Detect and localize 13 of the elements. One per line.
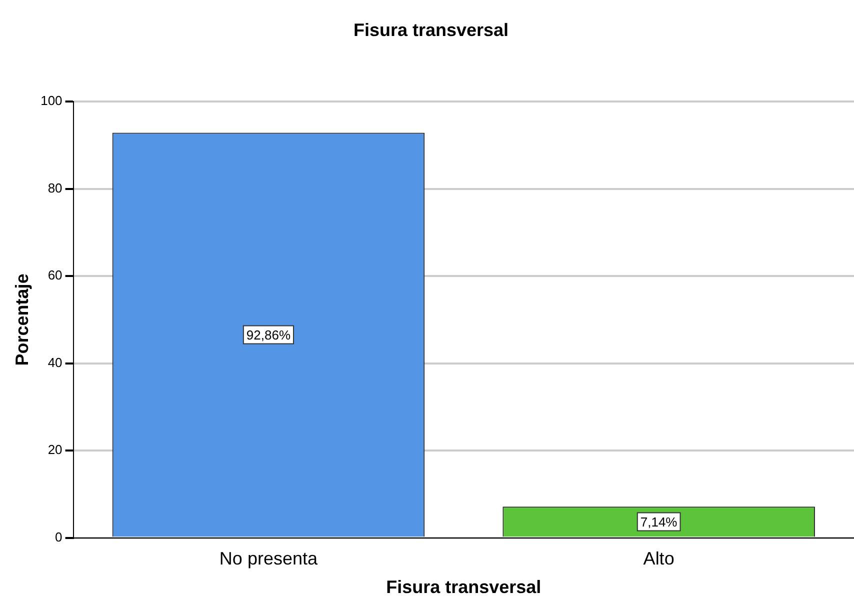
y-tick-label: 100 <box>40 93 62 108</box>
x-tick-label: No presenta <box>219 548 318 569</box>
y-tick-label: 40 <box>48 354 62 370</box>
y-tick-label: 80 <box>48 180 62 196</box>
y-tick-label: 0 <box>55 529 62 544</box>
x-tick-label: Alto <box>643 548 674 569</box>
y-axis-title: Porcentaje <box>12 274 32 366</box>
y-tick-label: 20 <box>48 442 62 458</box>
x-axis-title: Fisura transversal <box>386 577 542 598</box>
data-label: 92,86% <box>246 327 291 342</box>
y-tick-label: 60 <box>48 268 62 283</box>
chart-title: Fisura transversal <box>353 20 509 40</box>
data-label: 7,14% <box>640 514 678 530</box>
